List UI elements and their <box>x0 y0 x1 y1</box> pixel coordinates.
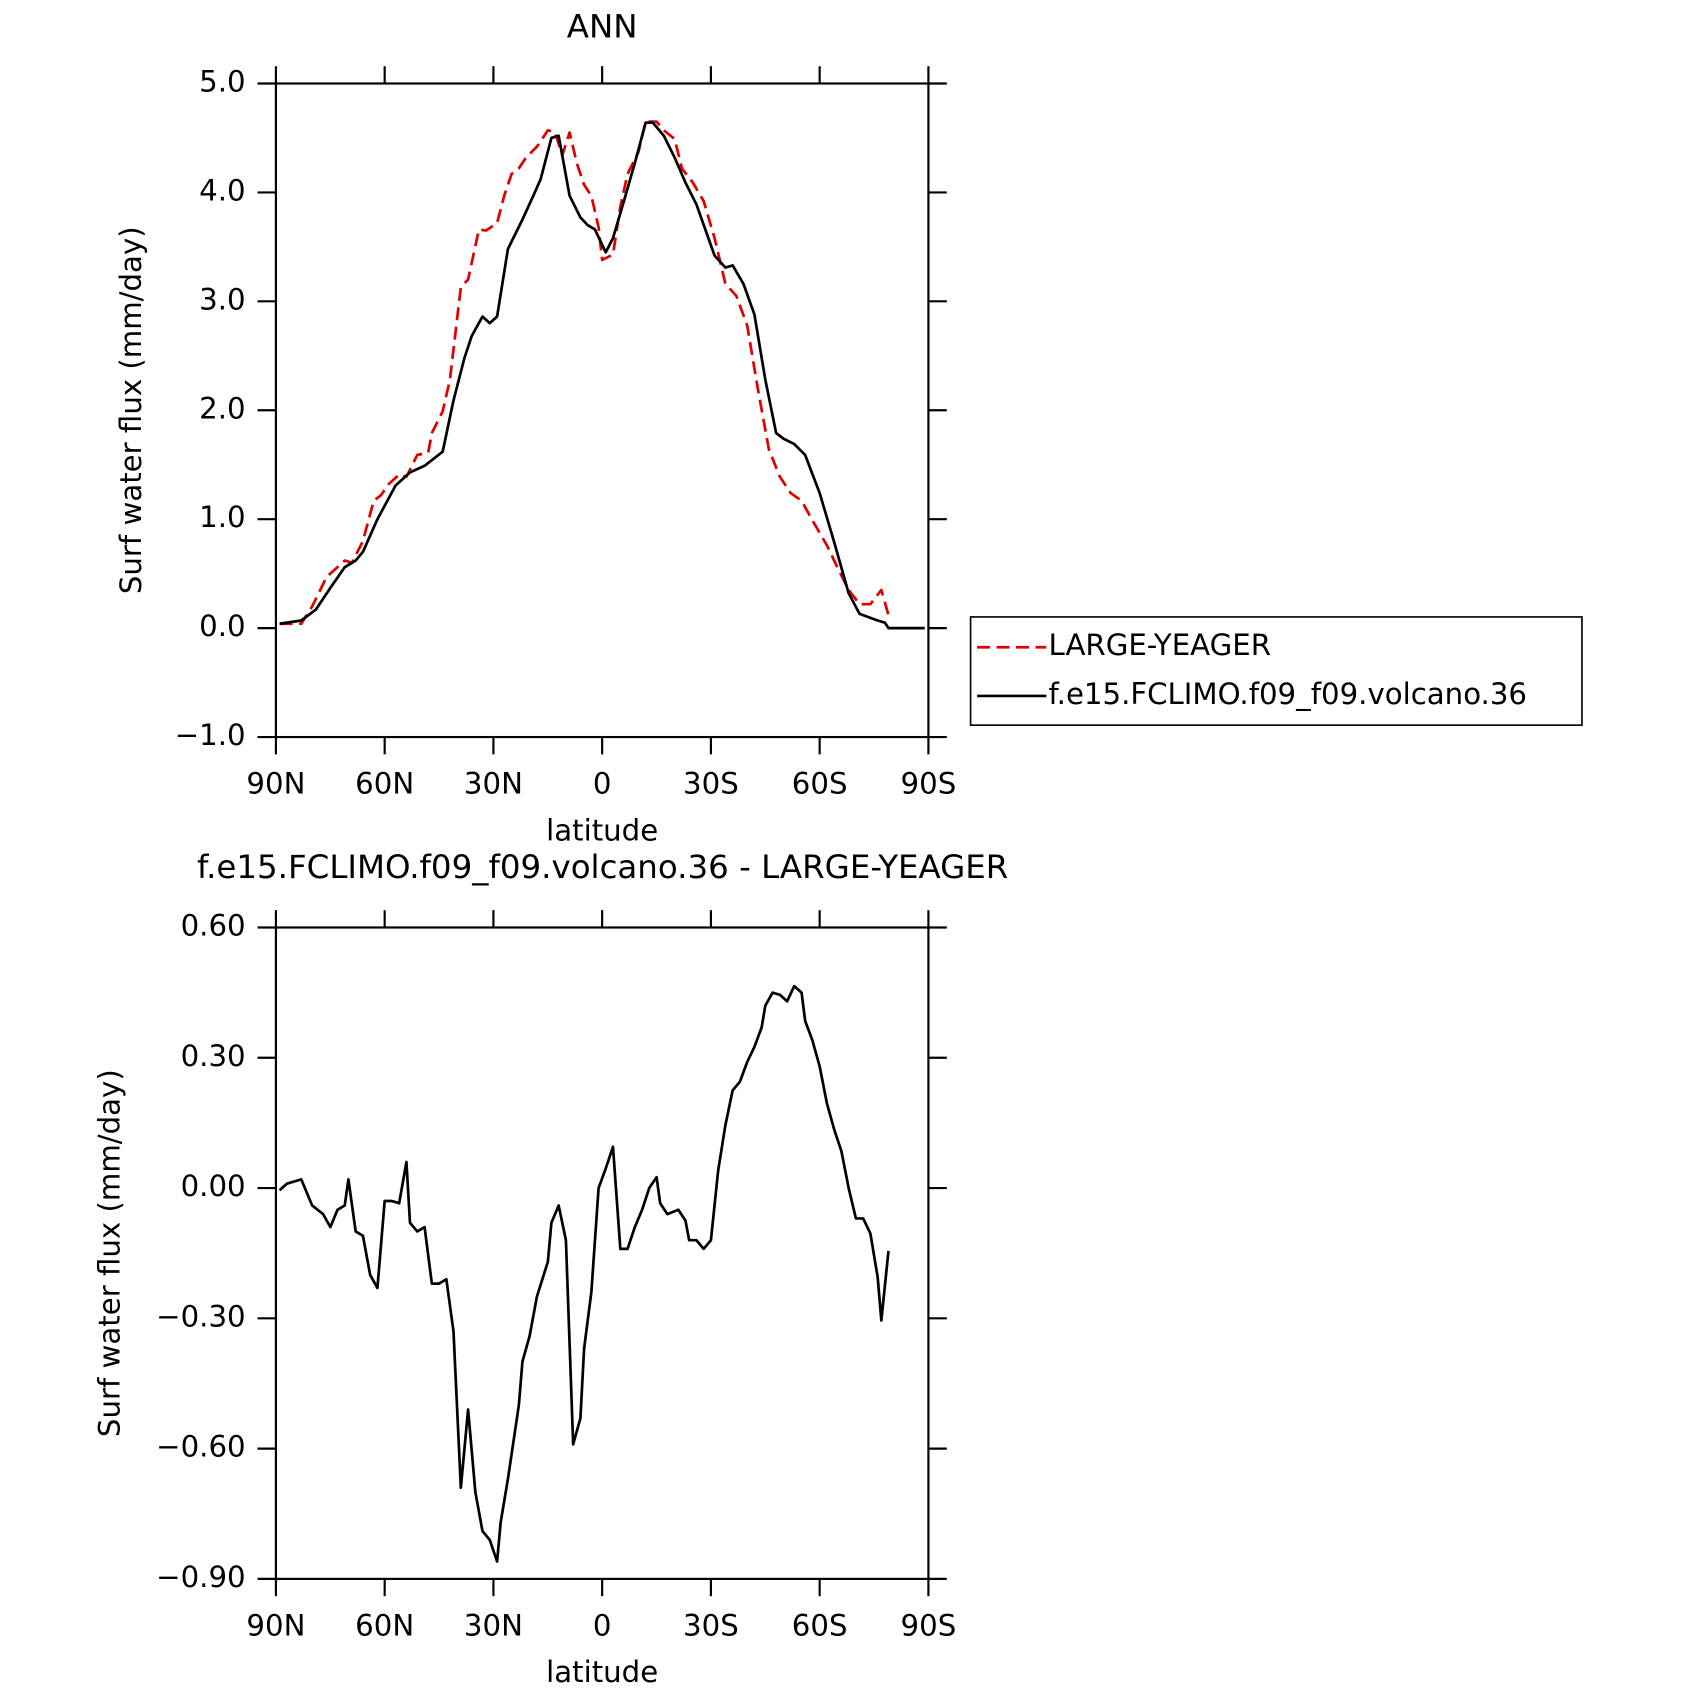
chart-title: f.e15.FCLIMO.f09_f09.volcano.36 - LARGE-… <box>197 848 1008 886</box>
x-tick-label: 30N <box>464 767 523 801</box>
y-tick-label: 2.0 <box>199 391 245 425</box>
x-tick-label: 30S <box>683 767 739 801</box>
y-tick-label: 1.0 <box>199 500 245 534</box>
x-tick-label: 30N <box>464 1609 523 1643</box>
y-tick-label: −0.90 <box>156 1560 246 1594</box>
plot-frame <box>274 926 930 1580</box>
x-tick-label: 30S <box>683 1609 739 1643</box>
y-tick-label: −1.0 <box>175 718 246 752</box>
x-tick-label: 60N <box>355 767 414 801</box>
y-tick-label: 0.60 <box>181 908 246 942</box>
x-tick-label: 90N <box>246 1609 305 1643</box>
data-line <box>279 121 925 630</box>
y-axis-label: Surf water flux (mm/day) <box>114 226 148 594</box>
y-axis-label: Surf water flux (mm/day) <box>92 1069 126 1437</box>
y-tick-label: −0.30 <box>156 1299 246 1333</box>
x-tick-label: 60N <box>355 1609 414 1643</box>
y-tick-label: 0.0 <box>199 609 245 643</box>
data-line <box>278 984 890 1563</box>
chart-title: ANN <box>567 7 638 45</box>
x-tick-label: 90S <box>901 1609 957 1643</box>
legend-label: f.e15.FCLIMO.f09_f09.volcano.36 <box>1049 677 1527 711</box>
x-tick-label: 60S <box>792 767 848 801</box>
x-tick-label: 90S <box>901 767 957 801</box>
y-tick-label: 4.0 <box>199 173 245 207</box>
legend-label: LARGE-YEAGER <box>1049 628 1272 662</box>
legend-box <box>969 616 1583 726</box>
x-axis-label: latitude <box>546 1655 658 1689</box>
y-tick-label: 5.0 <box>199 64 245 98</box>
y-tick-label: 0.30 <box>181 1039 246 1073</box>
y-tick-label: 3.0 <box>199 282 245 316</box>
x-axis-label: latitude <box>546 813 658 847</box>
x-tick-label: 90N <box>246 767 305 801</box>
y-tick-label: −0.60 <box>156 1430 246 1464</box>
x-tick-label: 0 <box>593 767 612 801</box>
data-line <box>279 120 890 626</box>
y-tick-label: 0.00 <box>181 1169 246 1203</box>
x-tick-label: 0 <box>593 1609 612 1643</box>
plot-frame <box>274 82 930 739</box>
x-tick-label: 60S <box>792 1609 848 1643</box>
